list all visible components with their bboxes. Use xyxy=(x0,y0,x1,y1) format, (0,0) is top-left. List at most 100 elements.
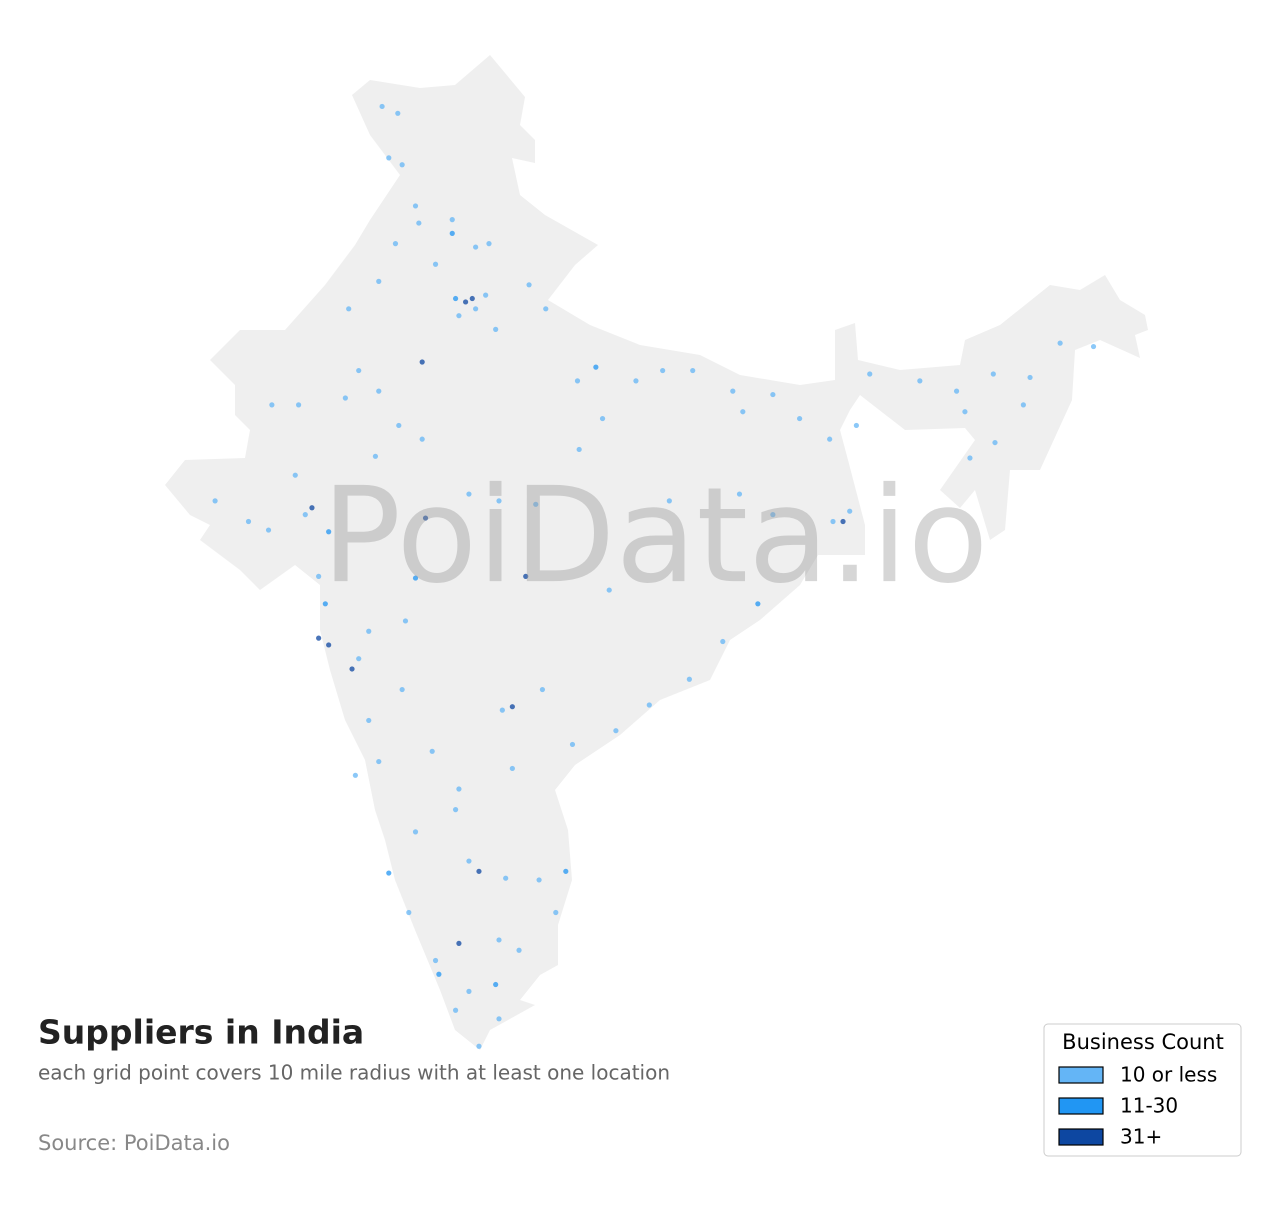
grid-point xyxy=(509,765,515,772)
grid-point xyxy=(349,666,355,672)
grid-point xyxy=(576,446,582,453)
grid-point xyxy=(463,299,469,305)
grid-point xyxy=(309,505,315,511)
legend-label: 10 or less xyxy=(1120,1063,1217,1087)
grid-point xyxy=(606,587,612,593)
grid-point xyxy=(633,378,639,384)
grid-point xyxy=(212,498,218,504)
grid-point xyxy=(429,748,435,754)
grid-point xyxy=(476,868,482,874)
legend-box xyxy=(1043,1023,1242,1157)
grid-point xyxy=(483,292,489,298)
grid-point xyxy=(316,635,322,641)
grid-point xyxy=(1057,340,1063,346)
grid-point xyxy=(452,295,459,302)
grid-point xyxy=(366,717,372,724)
grid-point xyxy=(386,870,392,876)
grid-point xyxy=(456,313,462,319)
grid-point xyxy=(402,618,409,624)
legend-swatch xyxy=(1058,1066,1104,1084)
grid-point xyxy=(432,957,439,964)
grid-point xyxy=(493,981,499,988)
grid-point xyxy=(509,704,515,710)
legend-swatch xyxy=(1058,1097,1104,1115)
grid-point xyxy=(593,364,599,370)
grid-point xyxy=(476,1043,482,1049)
grid-point xyxy=(720,638,726,645)
grid-point xyxy=(992,439,998,446)
grid-point xyxy=(469,295,475,302)
grid-point xyxy=(322,601,328,607)
grid-point xyxy=(569,741,576,748)
grid-point xyxy=(990,371,996,377)
grid-point xyxy=(496,498,502,504)
grid-point xyxy=(486,241,492,247)
grid-point xyxy=(553,909,559,916)
grid-point xyxy=(967,455,973,461)
grid-point xyxy=(539,686,546,693)
grid-point xyxy=(326,642,332,648)
grid-point xyxy=(356,656,362,662)
grid-point xyxy=(346,306,352,312)
grid-point xyxy=(436,971,442,977)
grid-point xyxy=(574,378,581,384)
grid-point xyxy=(770,391,776,398)
grid-point xyxy=(342,395,348,401)
grid-point xyxy=(392,241,399,247)
grid-point xyxy=(686,676,692,682)
grid-point xyxy=(917,378,923,384)
grid-point xyxy=(326,529,332,535)
grid-point xyxy=(419,359,425,365)
grid-point xyxy=(352,772,358,778)
grid-point xyxy=(1027,374,1033,381)
grid-point xyxy=(543,306,549,312)
grid-point xyxy=(962,409,968,415)
grid-point xyxy=(269,402,275,408)
grid-point xyxy=(516,947,522,953)
grid-point xyxy=(840,518,846,525)
grid-point xyxy=(666,498,672,504)
legend-label: 11-30 xyxy=(1120,1094,1178,1118)
grid-point xyxy=(452,807,459,813)
country-shape xyxy=(165,55,1148,1050)
grid-point xyxy=(376,758,382,765)
watermark: PoiData.io xyxy=(322,459,989,613)
grid-point xyxy=(245,518,252,525)
grid-point xyxy=(412,575,419,581)
grid-point xyxy=(755,601,761,607)
grid-point xyxy=(496,1016,502,1022)
grid-point xyxy=(412,829,419,835)
grid-point xyxy=(730,388,736,394)
grid-point xyxy=(406,909,412,916)
grid-point xyxy=(466,988,472,994)
grid-point xyxy=(296,402,302,408)
grid-point xyxy=(456,786,462,792)
grid-point xyxy=(376,278,382,284)
grid-point xyxy=(867,371,873,377)
grid-point xyxy=(292,472,298,478)
grid-point xyxy=(740,409,746,415)
grid-points xyxy=(212,103,1097,1049)
source: Source: PoiData.io xyxy=(38,1131,230,1155)
grid-point xyxy=(770,512,776,518)
grid-point xyxy=(473,306,479,312)
legend-title: Business Count xyxy=(1062,1030,1224,1054)
grid-point xyxy=(432,261,439,267)
grid-point xyxy=(452,1007,459,1013)
grid-point xyxy=(496,937,502,943)
grid-point xyxy=(395,110,401,116)
grid-point xyxy=(797,415,803,422)
legend-label: 31+ xyxy=(1120,1125,1162,1149)
grid-point xyxy=(449,217,455,223)
grid-point xyxy=(646,702,652,708)
grid-point xyxy=(366,628,372,634)
grid-point xyxy=(613,728,619,734)
legend: Business Count 10 or less 11-30 31+ xyxy=(1043,1023,1242,1157)
grid-point xyxy=(412,203,419,209)
grid-point xyxy=(316,573,322,579)
grid-point xyxy=(526,282,532,288)
grid-point xyxy=(523,573,529,579)
grid-point xyxy=(372,453,379,459)
